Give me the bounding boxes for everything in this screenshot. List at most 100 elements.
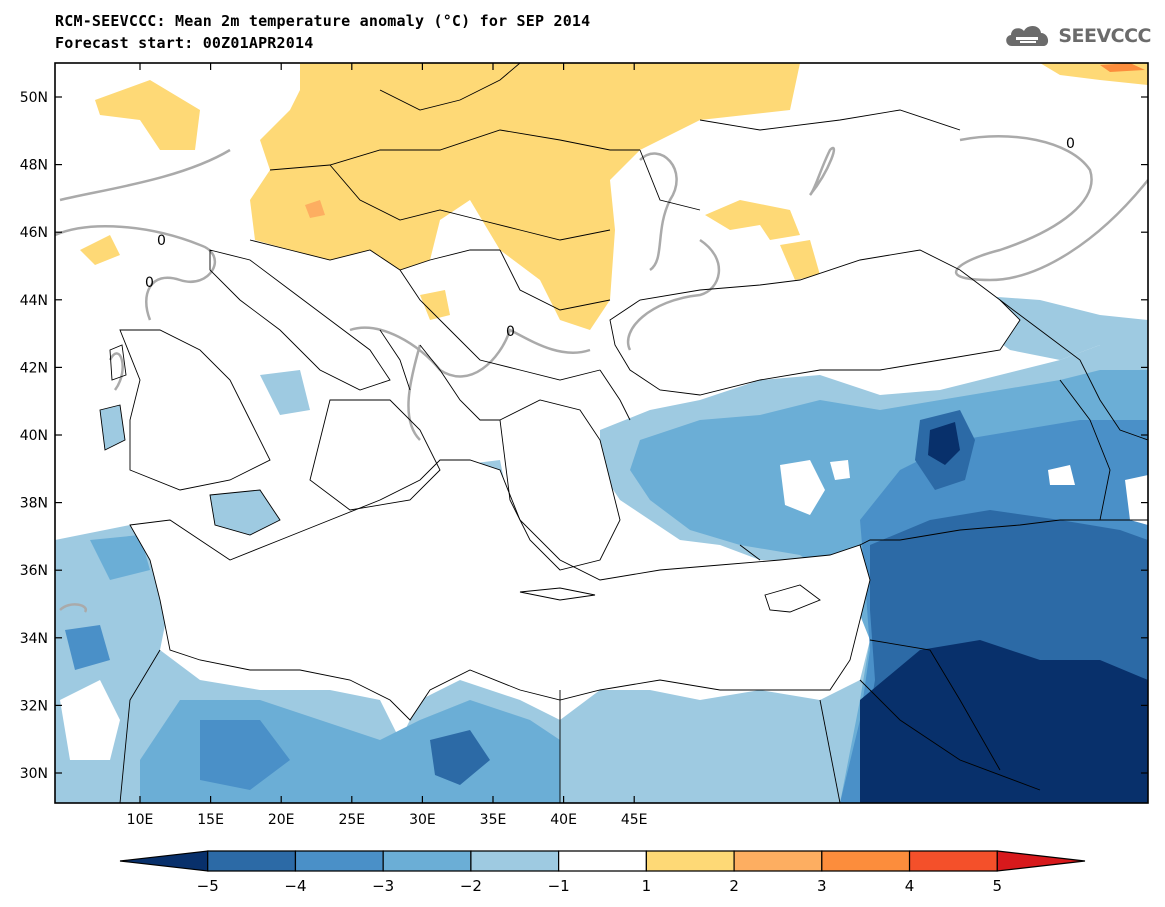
lon-tick-label: 20E xyxy=(268,812,295,828)
colorbar-segment xyxy=(908,850,998,872)
colorbar-label: −5 xyxy=(197,877,219,895)
white-area-anatolia xyxy=(780,460,825,515)
lat-tick-label: 34N xyxy=(20,631,48,647)
colorbar-segment xyxy=(996,850,1086,872)
colorbar-label: 1 xyxy=(642,877,652,895)
warm-area-central-europe xyxy=(250,63,800,330)
colorbar-segment xyxy=(382,850,472,872)
lon-tick-label: 25E xyxy=(338,812,365,828)
map-frame xyxy=(54,62,1149,804)
anomaly-field xyxy=(55,63,1148,803)
colorbar-label: −1 xyxy=(548,877,570,895)
colorbar-segment xyxy=(207,850,297,872)
colorbar-label: −3 xyxy=(372,877,394,895)
contour-label: 0 xyxy=(1066,136,1075,152)
lat-tick: 48N xyxy=(20,158,1148,174)
aegean-sea xyxy=(500,400,620,570)
lat-tick: 30N xyxy=(20,766,1148,782)
lat-tick: 44N xyxy=(20,293,1148,309)
lon-tick-label: 10E xyxy=(127,812,154,828)
ionian-sea xyxy=(310,400,440,510)
tyrrhenian-sea xyxy=(120,330,270,490)
lat-tick-label: 36N xyxy=(20,563,48,579)
seevccc-logo: SEEVCCC xyxy=(1002,22,1151,50)
lat-tick-label: 48N xyxy=(20,158,48,174)
contour-label: 0 xyxy=(145,275,154,291)
contour-labels: 0 0 0 0 xyxy=(145,136,1075,340)
cool5-area-arabia xyxy=(860,640,1148,803)
lon-tick-label: 45E xyxy=(621,812,648,828)
cloud-logo-icon xyxy=(1006,25,1049,46)
colorbar: −5 −4 −3 −2 −1 1 2 3 4 5 xyxy=(119,850,1086,895)
forecast-start: Forecast start: 00Z01APR2014 xyxy=(55,34,314,52)
lat-tick: 34N xyxy=(20,631,1148,647)
adriatic-sea xyxy=(210,250,390,390)
colorbar-segment xyxy=(558,850,647,872)
lat-tick: 40N xyxy=(20,428,1148,444)
black-sea xyxy=(610,250,1020,395)
warm-area-crimea xyxy=(705,200,800,240)
lon-tick: 45E xyxy=(621,63,648,828)
colorbar-label: 4 xyxy=(905,877,915,895)
lat-tick-label: 30N xyxy=(20,766,48,782)
lat-tick-label: 42N xyxy=(20,360,48,376)
lat-tick-label: 38N xyxy=(20,496,48,512)
colorbar-label: 5 xyxy=(992,877,1002,895)
zero-contours xyxy=(55,135,1148,613)
colorbar-segment xyxy=(119,850,209,872)
colorbar-segment xyxy=(821,850,911,872)
cool-area-italy-south xyxy=(260,370,310,415)
lat-tick: 38N xyxy=(20,496,1148,512)
contour-label: 0 xyxy=(506,324,515,340)
lon-tick: 15E xyxy=(197,63,224,828)
warm-area-bosnia xyxy=(420,290,450,320)
colorbar-segment xyxy=(294,850,384,872)
lon-tick-label: 30E xyxy=(409,812,436,828)
longitude-axis: 10E 15E 20E 25E 30E 35E 40E 45E xyxy=(127,63,648,828)
lat-tick-label: 46N xyxy=(20,225,48,241)
lat-tick: 42N xyxy=(20,360,1148,376)
colorbar-segment xyxy=(645,850,735,872)
contour-label: 0 xyxy=(157,233,166,249)
lat-tick: 36N xyxy=(20,563,1148,579)
warm-area-italy-north xyxy=(80,235,120,265)
white-area-anatolia-2 xyxy=(830,460,850,480)
colorbar-label: −2 xyxy=(460,877,482,895)
coastlines xyxy=(99,63,1148,803)
cool3-area-algeria-coast xyxy=(65,625,110,670)
white-area-algeria xyxy=(60,680,120,760)
lat-tick-label: 44N xyxy=(20,293,48,309)
lon-tick-label: 35E xyxy=(480,812,507,828)
warm-area-ne-peak xyxy=(1100,63,1145,72)
lat-tick-label: 32N xyxy=(20,698,48,714)
warm-area-azov xyxy=(780,240,820,280)
warm-area-alps-peak xyxy=(305,200,325,218)
lon-tick: 20E xyxy=(268,63,295,828)
lon-tick-label: 15E xyxy=(197,812,224,828)
warm-area-west-alps xyxy=(95,80,200,150)
lat-tick-label: 50N xyxy=(20,90,48,106)
cool4-area-gulf-sidra xyxy=(430,730,490,785)
colorbar-label: −4 xyxy=(284,877,306,895)
white-area-east-edge xyxy=(1125,475,1148,525)
colorbar-segment xyxy=(470,850,560,872)
cool3-area-libya-core xyxy=(200,720,290,790)
colorbar-label: 3 xyxy=(817,877,827,895)
cool-area-sicily xyxy=(210,490,280,535)
latitude-axis: 50N 48N 46N 44N 42N 40N 38N 36N 34N 32N 30N xyxy=(20,90,1148,782)
lon-tick: 25E xyxy=(338,63,365,828)
lat-tick-label: 40N xyxy=(20,428,48,444)
colorbar-label: 2 xyxy=(729,877,739,895)
lat-tick: 46N xyxy=(20,225,1148,241)
lat-tick: 32N xyxy=(20,698,1148,714)
map-title: RCM-SEEVCCC: Mean 2m temperature anomaly… xyxy=(55,12,591,30)
mediterranean-sea xyxy=(130,460,870,720)
lon-tick: 40E xyxy=(550,63,577,828)
colorbar-segment xyxy=(733,850,823,872)
logo-text: SEEVCCC xyxy=(1058,25,1151,47)
white-area-caucasus-south xyxy=(1048,465,1075,485)
lon-tick: 10E xyxy=(127,63,154,828)
lon-tick-label: 40E xyxy=(550,812,577,828)
cool5-area-turkey-east-core xyxy=(928,422,960,465)
